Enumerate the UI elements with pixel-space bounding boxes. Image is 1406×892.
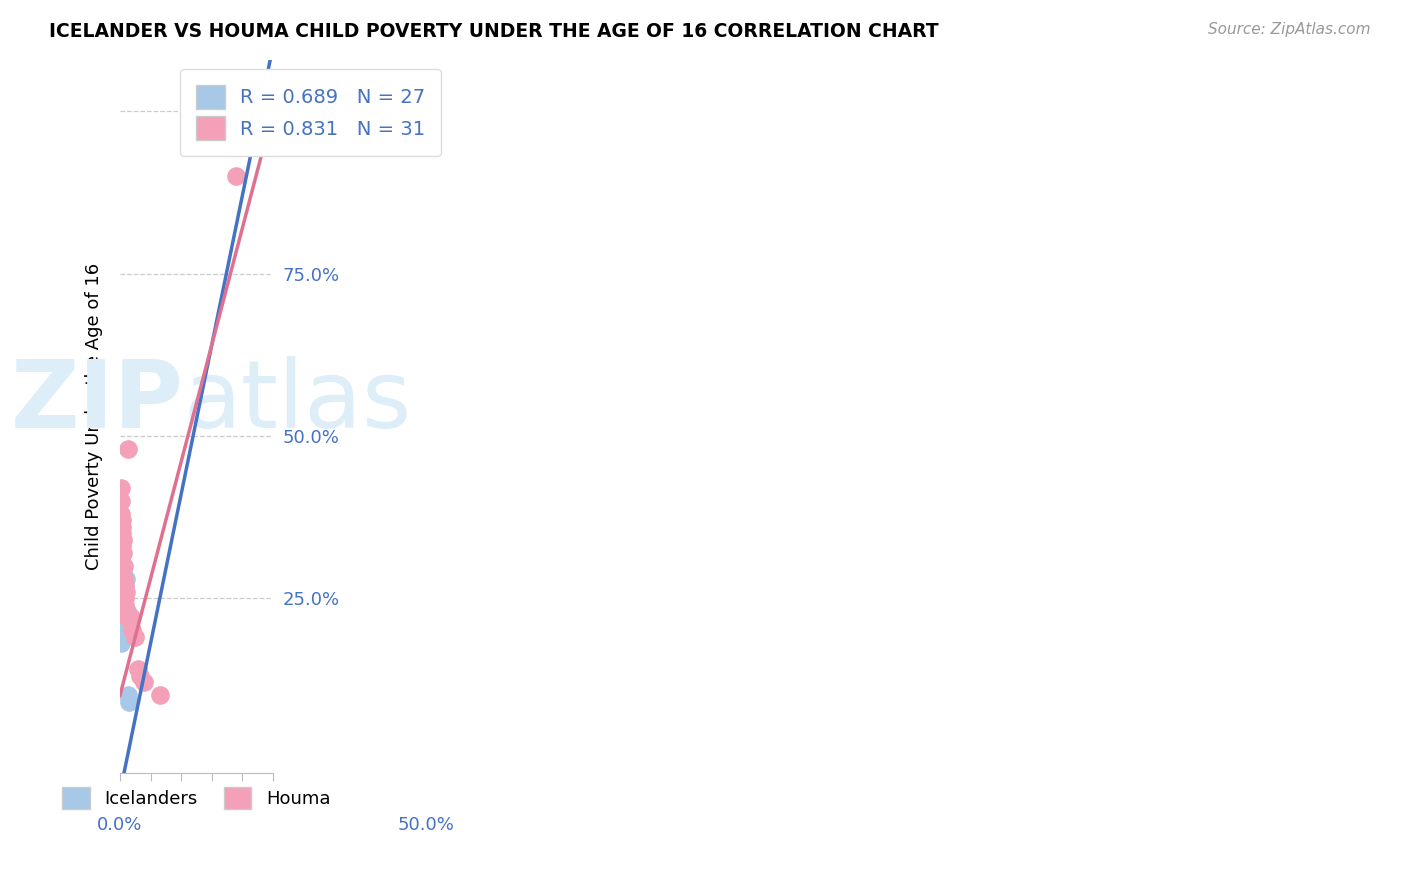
Point bbox=[110, 493, 132, 508]
Point bbox=[117, 442, 139, 456]
Point bbox=[111, 572, 134, 586]
Point bbox=[111, 565, 134, 579]
Point bbox=[110, 636, 132, 650]
Point bbox=[114, 598, 136, 612]
Point bbox=[110, 610, 132, 624]
Point bbox=[111, 526, 134, 541]
Point bbox=[111, 539, 134, 553]
Legend: Icelanders, Houma: Icelanders, Houma bbox=[49, 774, 343, 822]
Point bbox=[115, 572, 138, 586]
Point bbox=[124, 630, 146, 644]
Point bbox=[112, 572, 135, 586]
Point bbox=[112, 572, 135, 586]
Point bbox=[111, 591, 134, 605]
Point bbox=[121, 624, 143, 638]
Point bbox=[134, 675, 156, 690]
Point bbox=[111, 558, 134, 573]
Point bbox=[112, 578, 135, 592]
Point bbox=[120, 610, 142, 624]
Point bbox=[149, 689, 172, 703]
Point bbox=[111, 546, 134, 560]
Point bbox=[112, 604, 135, 618]
Point bbox=[112, 598, 135, 612]
Point bbox=[114, 610, 136, 624]
Point bbox=[111, 584, 134, 599]
Point bbox=[127, 662, 149, 676]
Point bbox=[114, 578, 136, 592]
Point bbox=[110, 519, 132, 533]
Point bbox=[117, 689, 139, 703]
Point bbox=[128, 669, 150, 683]
Text: 0.0%: 0.0% bbox=[97, 816, 142, 834]
Point bbox=[114, 624, 136, 638]
Point bbox=[209, 104, 232, 119]
Point bbox=[110, 624, 132, 638]
Point bbox=[114, 578, 136, 592]
Point bbox=[243, 104, 266, 119]
Point bbox=[111, 558, 134, 573]
Y-axis label: Child Poverty Under the Age of 16: Child Poverty Under the Age of 16 bbox=[86, 263, 103, 570]
Point bbox=[110, 507, 132, 521]
Text: Source: ZipAtlas.com: Source: ZipAtlas.com bbox=[1208, 22, 1371, 37]
Point bbox=[112, 610, 135, 624]
Point bbox=[114, 591, 136, 605]
Point bbox=[111, 604, 134, 618]
Point bbox=[112, 591, 135, 605]
Point bbox=[225, 169, 247, 184]
Text: atlas: atlas bbox=[183, 356, 412, 448]
Point bbox=[112, 546, 135, 560]
Point bbox=[112, 533, 135, 547]
Point bbox=[112, 584, 135, 599]
Point bbox=[115, 604, 138, 618]
Point bbox=[111, 519, 134, 533]
Point bbox=[112, 584, 135, 599]
Text: ZIP: ZIP bbox=[11, 356, 183, 448]
Point bbox=[115, 584, 138, 599]
Point bbox=[115, 610, 138, 624]
Point bbox=[112, 558, 135, 573]
Point bbox=[110, 481, 132, 495]
Point bbox=[111, 598, 134, 612]
Text: ICELANDER VS HOUMA CHILD POVERTY UNDER THE AGE OF 16 CORRELATION CHART: ICELANDER VS HOUMA CHILD POVERTY UNDER T… bbox=[49, 22, 939, 41]
Point bbox=[117, 695, 139, 709]
Point bbox=[111, 513, 134, 527]
Point bbox=[110, 584, 132, 599]
Point bbox=[111, 578, 134, 592]
Text: 50.0%: 50.0% bbox=[398, 816, 454, 834]
Point bbox=[114, 572, 136, 586]
